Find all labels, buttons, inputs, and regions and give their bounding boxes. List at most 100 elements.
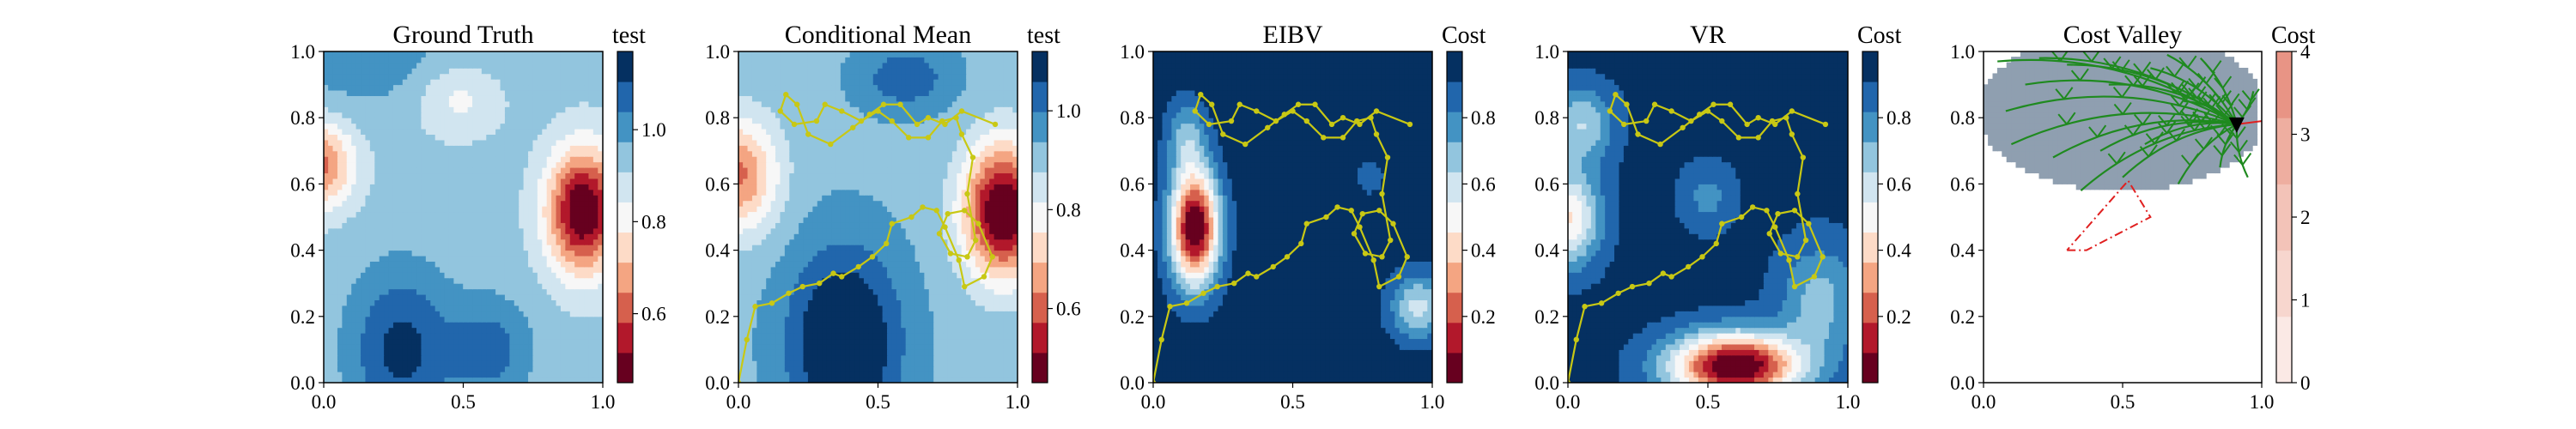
heatmap-cell [351, 377, 357, 383]
heatmap-cell [346, 277, 352, 284]
heatmap-cell [556, 194, 562, 202]
heatmap-cell [565, 227, 571, 234]
heatmap-cell [421, 349, 427, 356]
heatmap-cell [928, 360, 934, 367]
heatmap-cell [444, 205, 450, 213]
heatmap-cell [882, 277, 888, 284]
heatmap-cell [324, 155, 329, 163]
heatmap-cell [584, 194, 590, 202]
heatmap-cell [513, 343, 519, 350]
heatmap-cell [513, 51, 519, 57]
heatmap-cell [421, 68, 427, 75]
heatmap-cell [579, 194, 585, 202]
heatmap-cell [332, 178, 338, 184]
heatmap-cell [598, 200, 603, 207]
heatmap-cell [440, 244, 446, 251]
heatmap-cell [565, 233, 571, 240]
heatmap-cell [453, 62, 459, 69]
heatmap-cell [528, 145, 534, 152]
heatmap-cell [947, 293, 953, 300]
heatmap-cell [980, 266, 986, 273]
heatmap-cell [392, 222, 399, 229]
y-tick-label: 0.0 [290, 372, 315, 394]
heatmap-cell [398, 68, 404, 75]
heatmap-cell [537, 338, 544, 345]
heatmap-cell [546, 293, 552, 300]
heatmap-cell [324, 51, 329, 57]
heatmap-cell [388, 73, 394, 80]
heatmap-cell [495, 244, 501, 251]
heatmap-cell [444, 117, 450, 124]
heatmap-cell [756, 321, 762, 329]
heatmap-cell [421, 272, 427, 279]
heatmap-cell [458, 282, 464, 290]
heatmap-cell [472, 239, 478, 245]
heatmap-cell [970, 316, 976, 323]
heatmap-cell [551, 360, 557, 367]
heatmap-cell [592, 78, 599, 86]
heatmap-cell [878, 266, 884, 273]
heatmap-cell [1012, 305, 1018, 311]
heatmap-cell [500, 78, 506, 86]
heatmap-cell [560, 311, 567, 317]
heatmap-cell [398, 354, 404, 361]
heatmap-cell [477, 288, 483, 295]
heatmap-cell [546, 239, 552, 245]
heatmap-cell [840, 293, 847, 300]
heatmap-cell [891, 293, 897, 300]
heatmap-cell [901, 261, 907, 268]
heatmap-cell [504, 321, 511, 329]
heatmap-cell [793, 338, 799, 345]
heatmap-cell [569, 161, 575, 168]
heatmap-cell [751, 266, 758, 273]
heatmap-cell [467, 117, 473, 124]
heatmap-cell [486, 321, 492, 329]
heatmap-cell [574, 172, 580, 179]
heatmap-cell [803, 316, 809, 323]
heatmap-cell [738, 321, 744, 329]
heatmap-cell [537, 293, 544, 300]
heatmap-cell [453, 95, 459, 102]
heatmap-cell [528, 305, 534, 311]
heatmap-cell [513, 250, 519, 257]
heatmap-cell [509, 282, 515, 290]
heatmap-cell [411, 244, 417, 251]
heatmap-cell [551, 150, 557, 157]
heatmap-cell [565, 89, 571, 96]
heatmap-cell [592, 95, 599, 102]
heatmap-cell [537, 73, 544, 80]
heatmap-cell [743, 349, 749, 356]
heatmap-cell [826, 366, 832, 372]
heatmap-cell [542, 349, 548, 356]
heatmap-cell [966, 371, 972, 378]
heatmap-cell [500, 68, 506, 75]
heatmap-cell [803, 272, 809, 279]
heatmap-cell [560, 211, 567, 218]
heatmap-cell [369, 178, 376, 184]
heatmap-cell [365, 128, 371, 135]
heatmap-cell [891, 349, 897, 356]
heatmap-cell [592, 112, 599, 118]
heatmap-cell [365, 366, 371, 372]
heatmap-cell [361, 57, 367, 63]
heatmap-cell [519, 155, 525, 163]
heatmap-cell [481, 172, 488, 179]
heatmap-cell [560, 106, 567, 113]
heatmap-cell [537, 155, 544, 163]
heatmap-cell [351, 184, 357, 190]
heatmap-cell [434, 343, 440, 350]
heatmap-cell [546, 255, 552, 262]
heatmap-cell [793, 343, 799, 350]
heatmap-cell [425, 338, 432, 345]
heatmap-cell [384, 354, 390, 361]
heatmap-cell [835, 366, 841, 372]
heatmap-cell [938, 305, 944, 311]
heatmap-cell [346, 112, 352, 118]
heatmap-cell [901, 293, 907, 300]
heatmap-cell [822, 282, 828, 290]
heatmap-cell [365, 321, 371, 329]
heatmap-cell [532, 255, 538, 262]
heatmap-cell [453, 73, 459, 80]
heatmap-cell [337, 89, 343, 96]
heatmap-cell [509, 95, 515, 102]
